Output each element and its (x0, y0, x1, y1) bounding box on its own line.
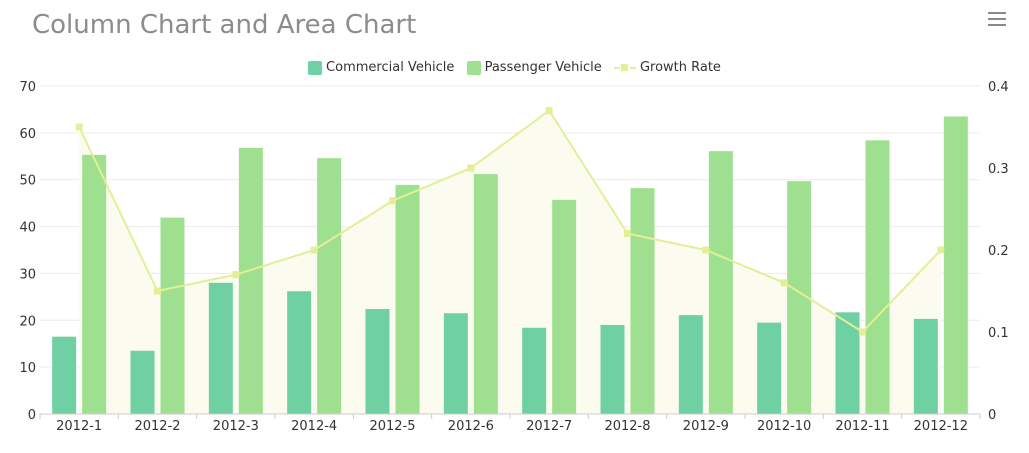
commercial-vehicle-bar (130, 350, 155, 414)
hamburger-menu-icon[interactable] (988, 12, 1006, 26)
commercial-vehicle-bar (365, 309, 390, 414)
y-left-tick-label: 30 (19, 267, 36, 282)
passenger-vehicle-bar (160, 217, 185, 414)
passenger-vehicle-bar (708, 151, 733, 415)
growth-rate-swatch (613, 61, 636, 75)
x-tick-label: 2012-9 (683, 419, 729, 434)
y-left-tick-label: 50 (19, 174, 36, 189)
y-left-tick-label: 60 (19, 127, 36, 142)
growth-rate-point (780, 279, 788, 287)
legend-item-commercial-vehicle[interactable]: Commercial Vehicle (308, 60, 454, 75)
commercial-vehicle-bar (757, 322, 782, 414)
y-left-tick-label: 70 (19, 80, 36, 95)
x-tick-label: 2012-3 (213, 419, 259, 434)
y-right-tick-label: 0.2 (988, 244, 1009, 259)
legend-label-passenger-vehicle: Passenger Vehicle (484, 60, 602, 75)
y-right-tick-label: 0 (988, 408, 996, 423)
passenger-vehicle-bar (395, 184, 420, 414)
commercial-vehicle-bar (913, 318, 938, 414)
y-right-tick-label: 0.1 (988, 326, 1009, 341)
commercial-vehicle-swatch (308, 60, 323, 75)
growth-rate-area (79, 110, 941, 414)
chart-legend: Commercial Vehicle Passenger Vehicle Gro… (0, 60, 1029, 79)
y-left-tick-label: 10 (19, 361, 36, 376)
commercial-vehicle-bar (678, 315, 703, 414)
chart-title: Column Chart and Area Chart (32, 10, 417, 40)
growth-rate-point (624, 230, 631, 238)
growth-rate-point (75, 123, 83, 131)
growth-rate-point (232, 271, 240, 279)
y-left-tick-label: 40 (19, 221, 36, 236)
commercial-vehicle-bar (600, 324, 625, 414)
commercial-vehicle-bar (287, 291, 312, 414)
x-tick-label: 2012-11 (835, 419, 889, 434)
legend-item-growth-rate[interactable]: Growth Rate (613, 60, 721, 75)
commercial-vehicle-bar (443, 313, 468, 414)
x-tick-label: 2012-6 (448, 419, 494, 434)
legend-label-growth-rate: Growth Rate (639, 60, 721, 75)
passenger-vehicle-bar (473, 174, 498, 414)
commercial-vehicle-bar (522, 327, 547, 414)
commercial-vehicle-bar (52, 336, 77, 414)
growth-rate-point (937, 246, 945, 254)
passenger-vehicle-swatch (466, 60, 481, 75)
growth-rate-point (467, 164, 475, 172)
y-right-tick-label: 0.3 (988, 162, 1009, 177)
x-tick-label: 2012-7 (526, 419, 572, 434)
commercial-vehicle-bar (208, 282, 233, 414)
passenger-vehicle-bar (630, 188, 655, 414)
passenger-vehicle-bar (238, 147, 263, 414)
commercial-vehicle-bar (835, 312, 860, 414)
passenger-vehicle-bar (943, 116, 968, 414)
x-tick-label: 2012-8 (604, 419, 650, 434)
passenger-vehicle-bar (317, 158, 342, 414)
y-left-tick-label: 0 (28, 408, 36, 423)
growth-rate-point (545, 107, 553, 115)
passenger-vehicle-bar (552, 199, 577, 414)
x-tick-label: 2012-2 (134, 419, 180, 434)
x-tick-label: 2012-4 (291, 419, 337, 434)
growth-rate-point (310, 246, 318, 254)
y-right-tick-label: 0.4 (988, 80, 1009, 95)
x-tick-label: 2012-5 (369, 419, 415, 434)
passenger-vehicle-bar (865, 140, 890, 414)
growth-rate-point (154, 287, 161, 295)
passenger-vehicle-bar (82, 154, 107, 414)
x-tick-label: 2012-12 (914, 419, 968, 434)
growth-rate-point (389, 197, 396, 205)
growth-rate-point (702, 246, 710, 254)
legend-item-passenger-vehicle[interactable]: Passenger Vehicle (466, 60, 602, 75)
growth-rate-line (78, 109, 942, 334)
legend-label-commercial-vehicle: Commercial Vehicle (326, 60, 455, 75)
x-tick-label: 2012-1 (56, 419, 102, 434)
growth-rate-point (859, 328, 866, 336)
y-left-tick-label: 20 (19, 314, 36, 329)
x-tick-label: 2012-10 (757, 419, 811, 434)
